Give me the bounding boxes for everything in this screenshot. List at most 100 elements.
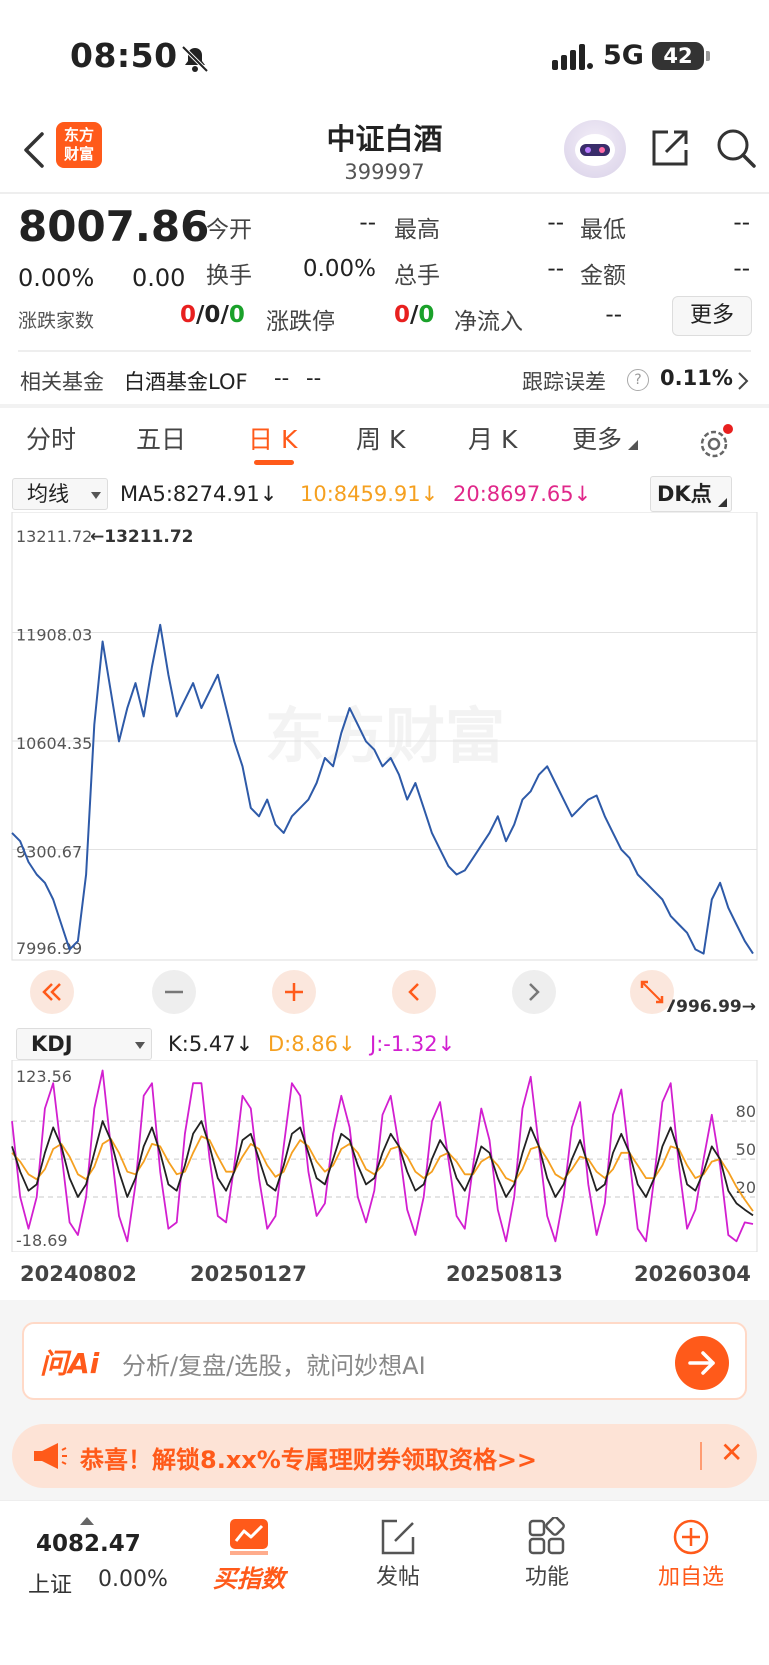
index-ticker[interactable]: 4082.47 上证 0.00% bbox=[20, 1511, 168, 1621]
price-series-line bbox=[11, 623, 754, 955]
change-percent: 0.00% bbox=[18, 264, 95, 292]
dk-corner-icon bbox=[718, 498, 727, 507]
open-label: 今开 bbox=[206, 217, 252, 243]
tab-intraday[interactable]: 分时 bbox=[26, 425, 77, 454]
kdj-d-value: D:8.86↓ bbox=[268, 1032, 356, 1056]
ai-robot-avatar-icon[interactable] bbox=[564, 120, 626, 178]
battery-tip bbox=[706, 51, 710, 61]
fund-value-2: -- bbox=[306, 366, 322, 390]
dk-point-button[interactable]: DK点 bbox=[650, 476, 732, 512]
volume-label: 总手 bbox=[394, 263, 440, 289]
fund-value-1: -- bbox=[274, 366, 290, 390]
app-header: 东方 财富 中证白酒 399997 bbox=[0, 110, 769, 192]
high-label: 最高 bbox=[394, 217, 440, 243]
zoom-in-button[interactable] bbox=[272, 970, 316, 1014]
fund-label: 相关基金 bbox=[20, 370, 104, 394]
date-label-4: 20260304 bbox=[634, 1262, 751, 1286]
zoom-out-button[interactable] bbox=[152, 970, 196, 1014]
kdj-chart[interactable]: 80 50 20 123.56 -18.69 bbox=[0, 1059, 769, 1253]
nav-add-watchlist[interactable]: 加自选 bbox=[616, 1501, 766, 1621]
kdj-ref-label: 20 bbox=[736, 1178, 756, 1197]
kdj-min-label: -18.69 bbox=[16, 1231, 68, 1250]
tab-five-day[interactable]: 五日 bbox=[136, 425, 187, 454]
edit-icon bbox=[381, 1519, 415, 1555]
arrow-right-icon bbox=[688, 1351, 715, 1375]
more-button[interactable]: 更多 bbox=[672, 296, 752, 336]
share-icon[interactable] bbox=[648, 126, 692, 170]
kdj-k-line bbox=[11, 1120, 754, 1217]
price-tick-label: 7996.99 bbox=[16, 939, 82, 958]
tab-daily-k[interactable]: 日 K bbox=[248, 425, 298, 454]
kdj-ref-label: 80 bbox=[736, 1102, 756, 1121]
active-tab-indicator bbox=[254, 460, 294, 465]
price-chart[interactable]: 东方财富 13211.72 11908.03 10604.35 9300.67 7996.… bbox=[0, 511, 769, 1026]
fund-divider bbox=[0, 404, 769, 408]
promo-separator bbox=[700, 1442, 702, 1470]
ai-logo: 问Ai bbox=[40, 1347, 100, 1380]
ai-input-placeholder[interactable]: 分析/复盘/选股，就问妙想AI bbox=[122, 1352, 426, 1380]
fullscreen-button[interactable] bbox=[630, 970, 674, 1014]
quote-panel: 8007.86 0.00% 0.00 今开 -- 最高 -- 最低 -- 换手 … bbox=[0, 194, 769, 354]
index-change: 0.00% bbox=[98, 1567, 168, 1592]
promo-close-icon[interactable]: ✕ bbox=[720, 1436, 744, 1469]
limit-values: 0/0 bbox=[394, 302, 435, 328]
breadth-label: 涨跌家数 bbox=[18, 310, 95, 332]
price-tick-label: 11908.03 bbox=[16, 626, 92, 645]
search-icon[interactable] bbox=[714, 126, 758, 170]
ai-question-box[interactable]: 问Ai 分析/复盘/选股，就问妙想AI bbox=[22, 1322, 747, 1400]
nav-post[interactable]: 发帖 bbox=[323, 1501, 473, 1621]
ma-indicator-row: 均线 MA5:8274.91↓ 10:8459.91↓ 20:8697.65↓ … bbox=[0, 474, 769, 514]
scroll-left-fast-button[interactable] bbox=[30, 970, 74, 1014]
kdj-chart-frame bbox=[11, 1059, 758, 1253]
volume-value: -- bbox=[547, 256, 564, 282]
nav-functions[interactable]: 功能 bbox=[472, 1501, 622, 1621]
nav-buy-index[interactable]: 买指数 bbox=[174, 1501, 324, 1621]
tab-weekly-k[interactable]: 周 K bbox=[356, 425, 406, 454]
scroll-right-button[interactable] bbox=[512, 970, 556, 1014]
tab-more[interactable]: 更多 bbox=[572, 425, 623, 454]
signal-icon bbox=[552, 44, 593, 70]
watermark: 东方财富 bbox=[265, 702, 505, 772]
kdj-k-value: K:5.47↓ bbox=[168, 1032, 254, 1056]
promo-text[interactable]: 恭喜！解锁8.xx%专属理财券领取资格>> bbox=[80, 1446, 538, 1474]
kdj-dropdown[interactable]: KDJ bbox=[16, 1028, 152, 1060]
kdj-max-label: 123.56 bbox=[16, 1067, 72, 1086]
breadth-values: 0/0/0 bbox=[180, 302, 245, 328]
open-value: -- bbox=[359, 210, 376, 236]
eastmoney-logo: 东方 财富 bbox=[56, 122, 102, 168]
price-chart-svg: 东方财富 13211.72 11908.03 10604.35 9300.67 7996.… bbox=[11, 511, 758, 1017]
low-label: 最低 bbox=[580, 217, 626, 243]
date-axis: 20240802 20250127 20250813 20260304 bbox=[0, 1254, 769, 1298]
inflow-value: -- bbox=[605, 302, 622, 328]
amount-value: -- bbox=[733, 256, 750, 282]
promo-banner[interactable]: 恭喜！解锁8.xx%专属理财券领取资格>> ✕ bbox=[12, 1424, 757, 1488]
back-arrow-icon[interactable] bbox=[18, 128, 48, 172]
chart-tabs: 分时 五日 日 K 周 K 月 K 更多 bbox=[0, 410, 769, 472]
fund-name[interactable]: 白酒基金LOF bbox=[124, 370, 248, 394]
ma20-value: 20:8697.65↓ bbox=[453, 482, 592, 506]
index-name: 上证 bbox=[28, 1573, 73, 1598]
date-label-3: 20250813 bbox=[446, 1262, 563, 1286]
network-type: 5G bbox=[603, 40, 644, 71]
settings-gear-icon[interactable] bbox=[696, 422, 736, 462]
scroll-left-button[interactable] bbox=[392, 970, 436, 1014]
ma-dropdown[interactable]: 均线 bbox=[12, 478, 108, 510]
kdj-ref-label: 50 bbox=[736, 1140, 756, 1159]
price-tick-label: 13211.72 bbox=[16, 527, 92, 546]
change-value: 0.00 bbox=[132, 264, 186, 292]
tab-monthly-k[interactable]: 月 K bbox=[468, 425, 518, 454]
index-code: 399997 bbox=[344, 160, 425, 184]
up-triangle-icon bbox=[80, 1517, 94, 1525]
ai-submit-button[interactable] bbox=[675, 1336, 729, 1390]
ma5-value: MA5:8274.91↓ bbox=[120, 482, 278, 506]
amount-label: 金额 bbox=[580, 263, 626, 289]
status-bar: 08:50 5G 42 bbox=[0, 0, 769, 110]
help-icon[interactable]: ? bbox=[627, 369, 649, 391]
tab-more-corner-icon bbox=[628, 440, 638, 450]
battery-icon: 42 bbox=[652, 42, 704, 70]
price-chart-frame bbox=[11, 511, 758, 961]
mute-bell-icon bbox=[181, 45, 209, 73]
turnover-label: 换手 bbox=[206, 263, 252, 289]
related-fund-row[interactable]: 相关基金 白酒基金LOF -- -- 跟踪误差 ? 0.11% bbox=[0, 358, 769, 400]
price-tick-label: 10604.35 bbox=[16, 734, 92, 753]
